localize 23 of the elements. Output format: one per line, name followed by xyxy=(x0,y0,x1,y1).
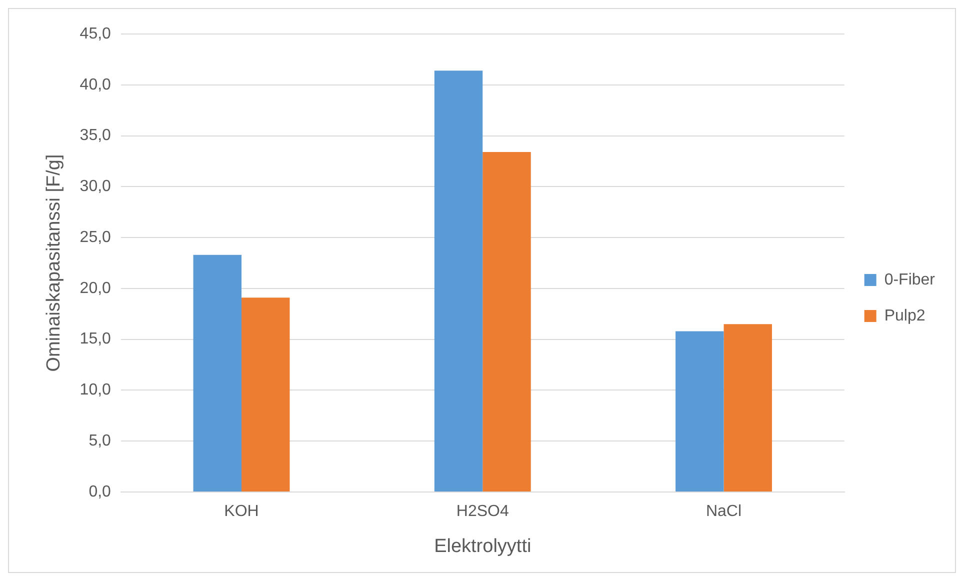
bar xyxy=(242,298,290,492)
y-tick-label: 30,0 xyxy=(80,178,112,196)
y-tick-label: 40,0 xyxy=(80,76,112,94)
x-tick-label: H2SO4 xyxy=(456,503,509,520)
bar xyxy=(434,70,483,492)
y-tick-label: 10,0 xyxy=(80,382,112,399)
y-tick-label: 35,0 xyxy=(80,127,112,144)
bar xyxy=(724,324,772,492)
y-axis-title: Ominaiskapasitanssi [F/g] xyxy=(44,154,65,372)
y-tick-label: 45,0 xyxy=(80,25,112,42)
y-tick-label: 5,0 xyxy=(88,432,112,450)
bar xyxy=(482,152,531,492)
bar xyxy=(193,254,242,492)
y-tick-label: 0,0 xyxy=(88,483,112,500)
bar xyxy=(676,331,724,492)
x-tick-label: KOH xyxy=(224,503,259,520)
x-tick-label: NaCl xyxy=(706,503,742,520)
legend-label: Pulp2 xyxy=(884,307,926,324)
x-axis-title: Elektrolyytti xyxy=(434,536,532,557)
legend-label: 0-Fiber xyxy=(884,271,936,288)
y-tick-label: 20,0 xyxy=(80,280,112,297)
y-tick-label: 25,0 xyxy=(80,228,112,246)
y-tick-label: 15,0 xyxy=(80,330,112,348)
